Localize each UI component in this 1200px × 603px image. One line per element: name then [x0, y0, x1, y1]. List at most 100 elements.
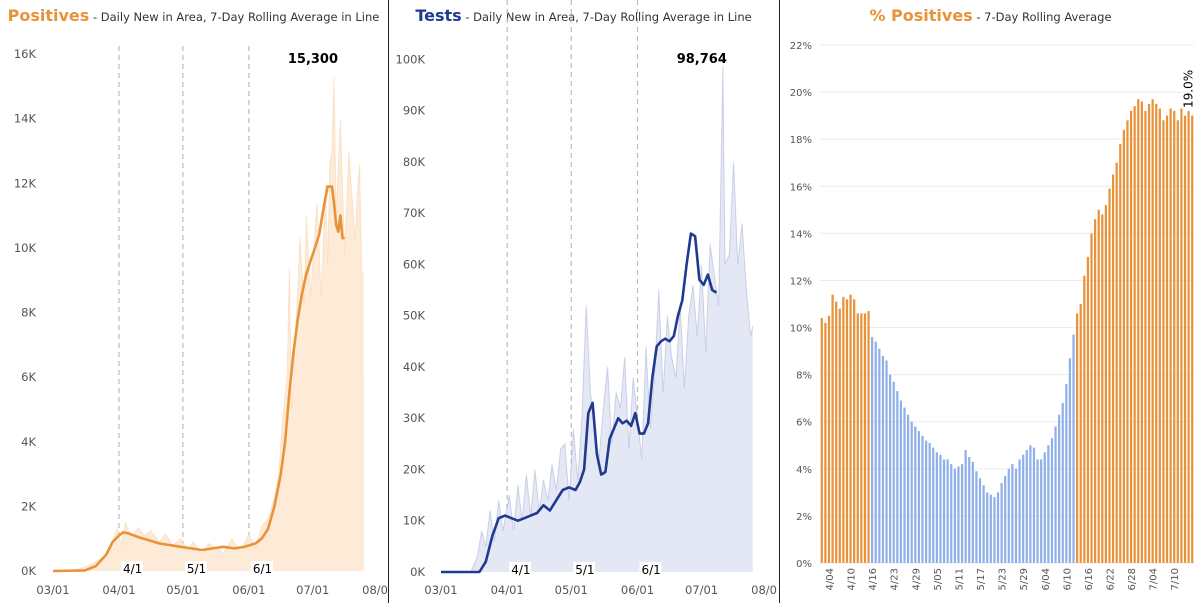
- pct-bar: [1083, 275, 1086, 563]
- pct-bar: [924, 440, 928, 563]
- pct-bar: [1191, 115, 1194, 563]
- positives-ytick-label: 6K: [21, 370, 36, 384]
- percent-positives-subtitle: - 7-Day Rolling Average: [976, 10, 1112, 24]
- positives-month-marker-label-bg: [184, 561, 207, 577]
- pct-bar: [993, 497, 996, 563]
- pct-bar: [1011, 464, 1014, 563]
- tests-ytick-label: 100K: [396, 52, 426, 66]
- pct-xtick-label: 4/29: [911, 568, 922, 590]
- percent-positives-title: % Positives - 7-Day Rolling Average: [780, 6, 1200, 25]
- pct-bar: [982, 485, 985, 563]
- positives-daily-outline: [52, 76, 364, 572]
- tests-ytick-label: 80K: [403, 155, 426, 169]
- tests-ytick-label: 30K: [403, 411, 426, 425]
- tests-xtick-label: 06/01: [621, 583, 654, 597]
- pct-bar: [874, 341, 877, 563]
- pct-xtick-label: 4/04: [825, 568, 836, 590]
- tests-month-marker-label: 4/1: [511, 563, 530, 577]
- positives-chart: 0K 2K 4K 6K 8K 10K 12K 14K 16K 4/1 5/1 6/1 03/01 04/0…: [14, 46, 387, 597]
- pct-ytick-label: 10%: [790, 324, 812, 335]
- pct-bar: [1119, 143, 1122, 563]
- pct-bar: [856, 313, 859, 563]
- pct-bar: [968, 457, 971, 563]
- pct-bar: [1054, 426, 1057, 563]
- pct-bar: [906, 414, 910, 563]
- pct-bar: [1018, 459, 1021, 563]
- pct-bar: [871, 337, 874, 563]
- pct-bar: [953, 468, 956, 563]
- positives-xtick-label: 08/01: [362, 583, 387, 597]
- pct-xtick-label: 6/10: [1062, 568, 1073, 590]
- tests-rolling-average-line: [441, 232, 718, 574]
- positives-rolling-average-line: [52, 185, 345, 573]
- pct-bar: [946, 459, 949, 563]
- pct-bar: [1061, 402, 1064, 563]
- pct-bar: [1072, 334, 1075, 563]
- pct-bar: [921, 435, 924, 563]
- pct-bar: [1004, 475, 1007, 563]
- pct-bar: [1122, 129, 1125, 564]
- pct-bar: [1115, 162, 1118, 563]
- pct-bar: [914, 426, 917, 563]
- positives-month-marker-label: 5/1: [187, 562, 206, 576]
- pct-bar: [1097, 209, 1100, 564]
- positives-title-main: Positives: [7, 6, 90, 25]
- positives-ytick-label: 4K: [21, 435, 36, 449]
- pct-xtick-label: 5/17: [976, 568, 987, 590]
- pct-bar: [853, 299, 856, 563]
- pct-bar: [1022, 454, 1025, 563]
- pct-bar: [971, 461, 974, 563]
- pct-bar: [827, 315, 831, 563]
- pct-xtick-label: 5/29: [1019, 568, 1030, 590]
- pct-xtick-label: 4/23: [890, 568, 901, 590]
- pct-bar: [867, 311, 870, 563]
- pct-bar: [1000, 482, 1003, 563]
- pct-bar: [1173, 110, 1176, 564]
- positives-xtick-label: 04/01: [102, 583, 135, 597]
- pct-bar: [942, 459, 946, 563]
- pct-bar: [1090, 233, 1093, 563]
- pct-bar: [1093, 219, 1097, 563]
- positives-xtick-label: 05/01: [166, 583, 199, 597]
- pct-bar: [1183, 115, 1187, 563]
- tests-month-marker-label-bg: [639, 562, 662, 578]
- pct-bar: [860, 313, 863, 563]
- pct-bar: [835, 301, 838, 563]
- pct-bar: [1076, 313, 1079, 563]
- pct-ytick-label: 14%: [790, 229, 812, 240]
- positives-ytick-label: 12K: [14, 176, 37, 190]
- pct-bar: [878, 348, 881, 563]
- positives-xtick-label: 07/01: [296, 583, 329, 597]
- pct-xtick-label: 6/28: [1127, 568, 1138, 590]
- pct-last-value-label: 19.0%: [1182, 70, 1196, 108]
- pct-bar: [1162, 120, 1165, 564]
- pct-bar: [892, 381, 895, 563]
- pct-bar: [1144, 110, 1147, 564]
- pct-bar: [1187, 110, 1190, 564]
- pct-bar: [910, 421, 913, 563]
- pct-bar: [1029, 445, 1032, 563]
- pct-bar: [889, 374, 892, 563]
- tests-xtick-label: 08/01: [751, 583, 778, 597]
- pct-bar: [896, 391, 899, 563]
- positives-month-marker-label-bg: [121, 561, 143, 577]
- pct-bar: [1133, 106, 1136, 563]
- tests-month-marker-label: 5/1: [575, 563, 594, 577]
- pct-bar: [1169, 108, 1172, 563]
- pct-ytick-label: 6%: [796, 418, 812, 429]
- pct-bar: [1129, 110, 1133, 564]
- pct-bar: [928, 442, 931, 563]
- pct-bar: [1176, 120, 1179, 564]
- pct-bar: [1043, 452, 1046, 563]
- tests-ytick-label: 10K: [403, 514, 426, 528]
- pct-ytick-label: 20%: [790, 88, 812, 99]
- pct-bar: [849, 294, 852, 563]
- positives-title: Positives - Daily New in Area, 7-Day Rol…: [0, 6, 387, 25]
- pct-bar: [1007, 468, 1010, 563]
- tests-daily-area: [441, 65, 753, 572]
- pct-xtick-label: 5/05: [933, 568, 944, 590]
- tests-daily-outline: [441, 65, 754, 573]
- pct-xtick-label: 7/10: [1170, 568, 1181, 590]
- pct-bar: [1025, 450, 1028, 563]
- pct-bar: [831, 294, 834, 563]
